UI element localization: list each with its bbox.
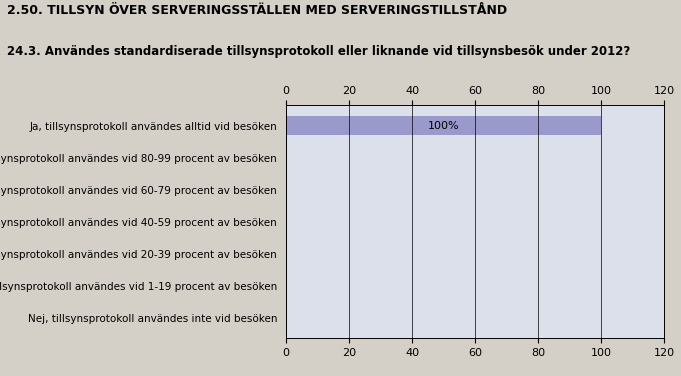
Text: 100%: 100%	[428, 121, 459, 130]
Text: 24.3. Användes standardiserade tillsynsprotokoll eller liknande vid tillsynsbesö: 24.3. Användes standardiserade tillsynsp…	[7, 45, 630, 58]
Text: 2.50. TILLSYN ÖVER SERVERINGSSTÄLLEN MED SERVERINGSTILLSTÅND: 2.50. TILLSYN ÖVER SERVERINGSSTÄLLEN MED…	[7, 4, 507, 17]
Bar	[286, 116, 601, 135]
